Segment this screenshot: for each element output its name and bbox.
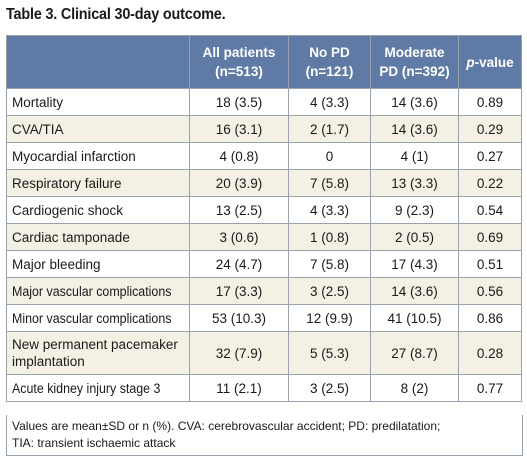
table-row: Minor vascular complications 53 (10.3) 1… — [6, 304, 522, 332]
cell-moderate: 2 (0.5) — [370, 223, 459, 251]
cell-nopd: 7 (5.8) — [288, 250, 371, 278]
row-label-line1: New permanent pacemaker — [12, 337, 178, 352]
cell-all: 3 (0.6) — [189, 223, 289, 251]
header-no-pd-line1: No PD — [309, 45, 350, 60]
cell-nopd: 2 (1.7) — [288, 115, 371, 143]
cell-moderate: 17 (4.3) — [370, 250, 459, 278]
cell-all: 13 (2.5) — [189, 196, 289, 224]
cell-p: 0.28 — [458, 331, 522, 375]
cell-nopd: 3 (2.5) — [288, 374, 371, 402]
cell-p: 0.51 — [458, 250, 522, 278]
cell-nopd: 3 (2.5) — [288, 277, 371, 305]
cell-all: 53 (10.3) — [189, 304, 289, 332]
row-label: Major bleeding — [6, 250, 190, 278]
row-label: Major vascular complications — [6, 277, 190, 305]
cell-p: 0.56 — [458, 277, 522, 305]
row-label: Acute kidney injury stage 3 — [6, 374, 190, 402]
cell-nopd: 5 (5.3) — [288, 331, 371, 375]
cell-p: 0.69 — [458, 223, 522, 251]
row-label: Cardiac tamponade — [6, 223, 190, 251]
header-row: All patients (n=513) No PD (n=121) Moder… — [6, 35, 522, 89]
cell-nopd: 12 (9.9) — [288, 304, 371, 332]
cell-all: 20 (3.9) — [189, 169, 289, 197]
header-moderate-pd: Moderate PD (n=392) — [370, 35, 459, 89]
table-footnote: Values are mean±SD or n (%). CVA: cerebr… — [6, 415, 523, 456]
table-row: Major vascular complications 17 (3.3) 3 … — [6, 277, 522, 305]
cell-moderate: 14 (3.6) — [370, 115, 459, 143]
cell-moderate: 27 (8.7) — [370, 331, 459, 375]
cell-moderate: 14 (3.6) — [370, 88, 459, 116]
header-p-italic: p — [466, 54, 475, 70]
table-row: Major bleeding 24 (4.7) 7 (5.8) 17 (4.3)… — [6, 250, 522, 278]
cell-p: 0.86 — [458, 304, 522, 332]
cell-moderate: 13 (3.3) — [370, 169, 459, 197]
footnote-line1: Values are mean±SD or n (%). CVA: cerebr… — [12, 419, 441, 433]
table-row: CVA/TIA 16 (3.1) 2 (1.7) 14 (3.6) 0.29 — [6, 115, 522, 143]
row-label: New permanent pacemaker implantation — [6, 331, 190, 375]
header-no-pd-line2: (n=121) — [305, 64, 354, 79]
table-row: Cardiogenic shock 13 (2.5) 4 (3.3) 9 (2.… — [6, 196, 522, 224]
table-row: Respiratory failure 20 (3.9) 7 (5.8) 13 … — [6, 169, 522, 197]
table-row: Cardiac tamponade 3 (0.6) 1 (0.8) 2 (0.5… — [6, 223, 522, 251]
cell-nopd: 7 (5.8) — [288, 169, 371, 197]
cell-all: 11 (2.1) — [189, 374, 289, 402]
row-label: Minor vascular complications — [6, 304, 190, 332]
cell-all: 24 (4.7) — [189, 250, 289, 278]
cell-nopd: 1 (0.8) — [288, 223, 371, 251]
table-row: Acute kidney injury stage 3 11 (2.1) 3 (… — [6, 374, 522, 402]
header-no-pd: No PD (n=121) — [288, 35, 371, 89]
cell-moderate: 14 (3.6) — [370, 277, 459, 305]
header-all-patients-line1: All patients — [202, 45, 276, 60]
row-label-text: Minor vascular complications — [12, 310, 172, 326]
row-label: Respiratory failure — [6, 169, 190, 197]
cell-p: 0.22 — [458, 169, 522, 197]
table-row: Myocardial infarction 4 (0.8) 0 4 (1) 0.… — [6, 142, 522, 170]
header-moderate-pd-line1: Moderate — [384, 45, 445, 60]
header-p-value: p-value — [458, 35, 522, 89]
outcome-table: All patients (n=513) No PD (n=121) Moder… — [6, 35, 522, 402]
cell-nopd: 0 — [288, 142, 371, 170]
cell-all: 4 (0.8) — [189, 142, 289, 170]
cell-all: 18 (3.5) — [189, 88, 289, 116]
table-row: Mortality 18 (3.5) 4 (3.3) 14 (3.6) 0.89 — [6, 88, 522, 116]
cell-moderate: 4 (1) — [370, 142, 459, 170]
cell-nopd: 4 (3.3) — [288, 196, 371, 224]
cell-all: 16 (3.1) — [189, 115, 289, 143]
cell-moderate: 41 (10.5) — [370, 304, 459, 332]
header-p-rest: -value — [474, 54, 514, 70]
header-outcome — [6, 35, 190, 89]
row-label: Myocardial infarction — [6, 142, 190, 170]
row-label-line2: implantation — [12, 354, 85, 369]
row-label-text: Major vascular complications — [12, 283, 172, 299]
cell-p: 0.89 — [458, 88, 522, 116]
header-all-patients: All patients (n=513) — [189, 35, 289, 89]
footnote-line2: TIA: transient ischaemic attack — [12, 436, 176, 450]
table-title: Table 3. Clinical 30-day outcome. — [6, 6, 226, 23]
cell-p: 0.77 — [458, 374, 522, 402]
row-label-text: Acute kidney injury stage 3 — [12, 380, 161, 396]
header-all-patients-line2: (n=513) — [215, 64, 263, 79]
cell-all: 32 (7.9) — [189, 331, 289, 375]
cell-moderate: 9 (2.3) — [370, 196, 459, 224]
row-label: Mortality — [6, 88, 190, 116]
table-row: New permanent pacemaker implantation 32 … — [6, 331, 522, 375]
cell-nopd: 4 (3.3) — [288, 88, 371, 116]
cell-p: 0.54 — [458, 196, 522, 224]
row-label: CVA/TIA — [6, 115, 190, 143]
cell-p: 0.27 — [458, 142, 522, 170]
cell-p: 0.29 — [458, 115, 522, 143]
header-moderate-pd-line2: PD (n=392) — [379, 64, 450, 79]
cell-moderate: 8 (2) — [370, 374, 459, 402]
row-label: Cardiogenic shock — [6, 196, 190, 224]
cell-all: 17 (3.3) — [189, 277, 289, 305]
